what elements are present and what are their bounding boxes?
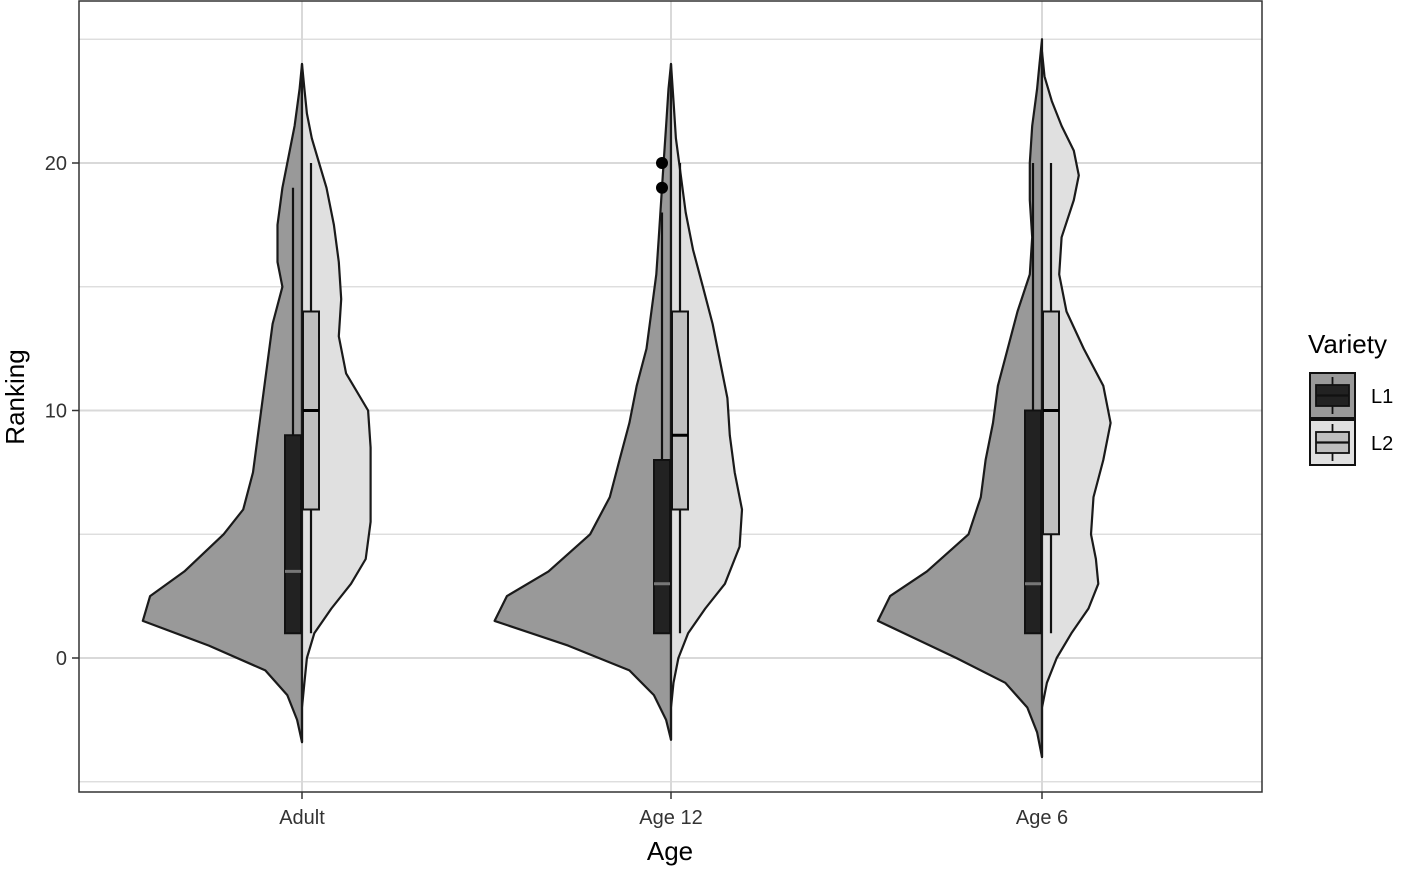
outlier-l1-age-12 [656, 157, 668, 169]
box-l1-age-6 [1024, 409, 1042, 635]
y-axis-title: Ranking [0, 349, 30, 444]
violin-l1-adult [141, 62, 304, 744]
box-l2-age-12 [671, 310, 689, 511]
outlier-l1-age-12 [656, 181, 668, 194]
violins [141, 38, 1112, 759]
y-tick-label: 20 [45, 153, 67, 175]
axes: 0 10 20 Adult Age 12 Age 6 [45, 153, 1068, 829]
legend-title: Variety [1308, 329, 1387, 359]
x-tick-label: Age 6 [1016, 807, 1068, 829]
violin-l2-age-6 [1040, 50, 1112, 759]
y-tick-label: 10 [45, 401, 67, 423]
box-l1-adult [284, 434, 302, 635]
y-tick-label: 0 [56, 648, 67, 670]
x-axis-title: Age [647, 836, 693, 866]
box-l2-age-6 [1042, 310, 1060, 536]
legend: Variety L1 L2 [1308, 329, 1393, 466]
legend-label-l2: L2 [1371, 433, 1393, 455]
box-l1-age-12 [653, 459, 671, 635]
x-tick-label: Adult [279, 807, 325, 829]
violin-l1-age-6 [876, 38, 1044, 759]
legend-label-l1: L1 [1371, 386, 1393, 408]
x-tick-label: Age 12 [639, 807, 702, 829]
violin-l1-age-12 [493, 62, 673, 741]
violin-l2-adult [300, 62, 372, 744]
boxplots [284, 157, 1060, 635]
